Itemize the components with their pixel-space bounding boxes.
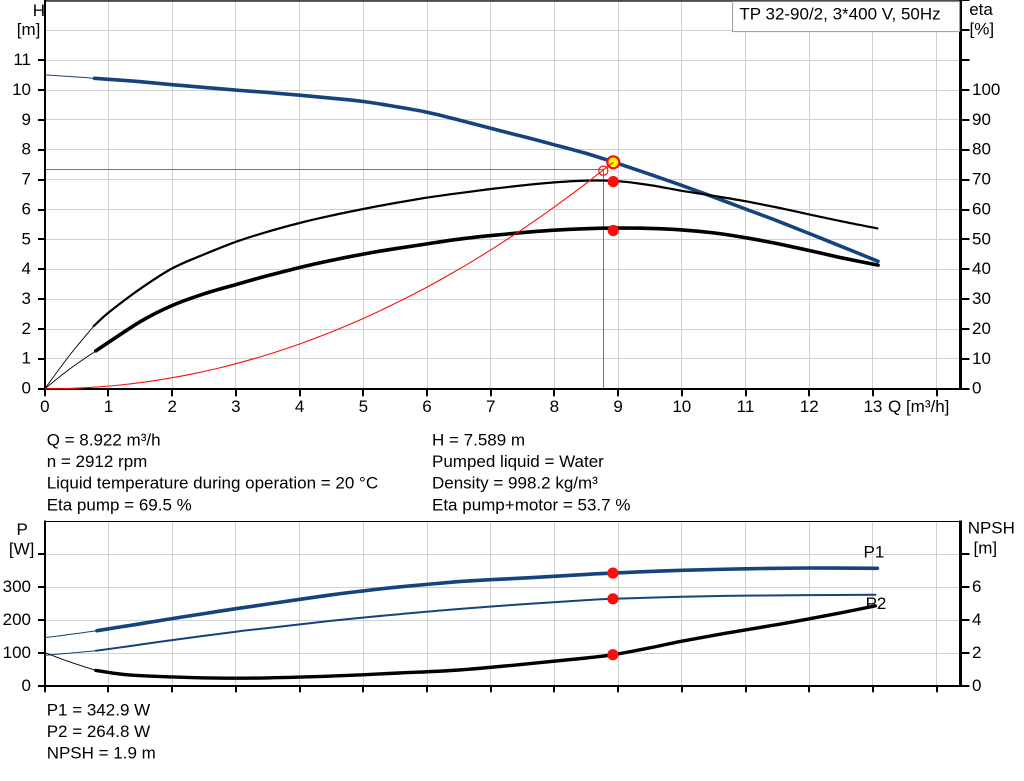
svg-text:12: 12 bbox=[800, 397, 819, 416]
svg-text:5: 5 bbox=[359, 397, 368, 416]
svg-text:100: 100 bbox=[3, 643, 31, 662]
svg-text:10: 10 bbox=[972, 349, 991, 368]
svg-text:2: 2 bbox=[22, 319, 31, 338]
svg-text:3: 3 bbox=[231, 397, 240, 416]
svg-text:Q [m³/h]: Q [m³/h] bbox=[888, 397, 949, 416]
svg-text:Pumped liquid = Water: Pumped liquid = Water bbox=[432, 452, 604, 471]
svg-text:[W]: [W] bbox=[9, 539, 35, 558]
svg-text:Liquid temperature during oper: Liquid temperature during operation = 20… bbox=[47, 474, 378, 493]
svg-text:10: 10 bbox=[672, 397, 691, 416]
svg-text:H = 7.589 m: H = 7.589 m bbox=[432, 430, 525, 449]
svg-text:100: 100 bbox=[972, 80, 1000, 99]
svg-text:6: 6 bbox=[972, 577, 981, 596]
svg-text:50: 50 bbox=[972, 229, 991, 248]
svg-text:13: 13 bbox=[863, 397, 882, 416]
svg-text:2: 2 bbox=[167, 397, 176, 416]
svg-text:n = 2912 rpm: n = 2912 rpm bbox=[47, 452, 148, 471]
svg-text:NPSH: NPSH bbox=[968, 519, 1015, 538]
svg-text:30: 30 bbox=[972, 289, 991, 308]
svg-text:9: 9 bbox=[613, 397, 622, 416]
svg-text:7: 7 bbox=[486, 397, 495, 416]
svg-text:60: 60 bbox=[972, 200, 991, 219]
svg-text:3: 3 bbox=[22, 289, 31, 308]
svg-text:9: 9 bbox=[22, 110, 31, 129]
svg-text:P2: P2 bbox=[866, 594, 887, 613]
svg-text:0: 0 bbox=[972, 379, 981, 398]
svg-text:70: 70 bbox=[972, 170, 991, 189]
svg-text:0: 0 bbox=[22, 379, 31, 398]
svg-text:TP 32-90/2, 3*400 V, 50Hz: TP 32-90/2, 3*400 V, 50Hz bbox=[739, 5, 940, 24]
svg-text:0: 0 bbox=[972, 676, 981, 695]
svg-text:2: 2 bbox=[972, 643, 981, 662]
svg-text:11: 11 bbox=[737, 397, 755, 416]
svg-text:[%]: [%] bbox=[970, 20, 995, 39]
svg-text:Eta pump+motor = 53.7 %: Eta pump+motor = 53.7 % bbox=[432, 495, 630, 514]
svg-text:6: 6 bbox=[422, 397, 431, 416]
svg-text:4: 4 bbox=[972, 610, 981, 629]
svg-text:[m]: [m] bbox=[17, 20, 41, 39]
svg-text:8: 8 bbox=[550, 397, 559, 416]
svg-text:5: 5 bbox=[22, 229, 31, 248]
svg-text:7: 7 bbox=[22, 170, 31, 189]
svg-text:1: 1 bbox=[22, 349, 31, 368]
svg-text:H: H bbox=[33, 1, 45, 20]
svg-text:Q = 8.922 m³/h: Q = 8.922 m³/h bbox=[47, 430, 161, 449]
svg-text:20: 20 bbox=[972, 319, 991, 338]
svg-text:Eta pump = 69.5 %: Eta pump = 69.5 % bbox=[47, 495, 192, 514]
svg-text:Density = 998.2 kg/m³: Density = 998.2 kg/m³ bbox=[432, 474, 598, 493]
svg-text:NPSH = 1.9 m: NPSH = 1.9 m bbox=[47, 744, 156, 763]
svg-text:[m]: [m] bbox=[974, 538, 998, 557]
svg-text:4: 4 bbox=[22, 259, 31, 278]
svg-text:6: 6 bbox=[22, 199, 31, 218]
svg-text:eta: eta bbox=[969, 0, 993, 19]
svg-text:80: 80 bbox=[972, 140, 991, 159]
svg-text:1: 1 bbox=[104, 397, 113, 416]
svg-text:0: 0 bbox=[22, 676, 31, 695]
svg-text:0: 0 bbox=[40, 397, 49, 416]
svg-text:300: 300 bbox=[3, 577, 31, 596]
svg-text:200: 200 bbox=[3, 610, 31, 629]
svg-text:4: 4 bbox=[295, 397, 304, 416]
svg-text:10: 10 bbox=[12, 80, 31, 99]
svg-text:P1: P1 bbox=[864, 543, 885, 562]
svg-text:90: 90 bbox=[972, 110, 991, 129]
svg-text:P: P bbox=[16, 520, 27, 539]
svg-text:11: 11 bbox=[13, 50, 31, 69]
svg-text:P1 = 342.9 W: P1 = 342.9 W bbox=[47, 701, 150, 720]
svg-text:P2 = 264.8 W: P2 = 264.8 W bbox=[47, 722, 150, 741]
svg-text:40: 40 bbox=[972, 259, 991, 278]
svg-text:8: 8 bbox=[22, 140, 31, 159]
